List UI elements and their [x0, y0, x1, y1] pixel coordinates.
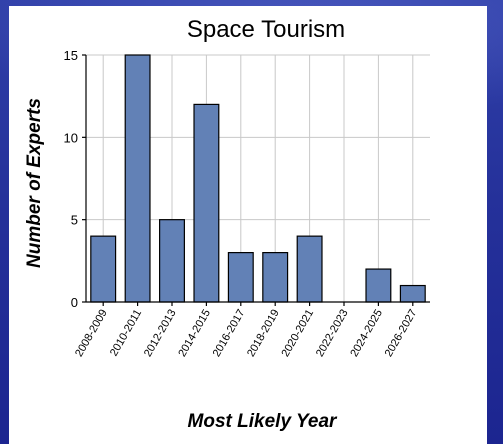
x-tick-label: 2024-2025	[348, 308, 385, 360]
x-tick-label: 2018-2019	[245, 308, 282, 360]
bar-2018-2019	[262, 252, 289, 303]
x-axis-label: Most Likely Year	[188, 411, 339, 432]
bar-2014-2015	[193, 103, 220, 303]
y-axis-label: Number of Experts	[24, 98, 45, 268]
bar-2016-2017	[227, 252, 254, 303]
x-tick-label: 2020-2021	[280, 308, 317, 360]
x-tick-label: 2008-2009	[73, 308, 110, 360]
chart-title: Space Tourism	[187, 16, 345, 43]
chart-panel	[9, 6, 487, 444]
bar-2008-2009	[90, 235, 117, 303]
bar-2020-2021	[296, 235, 323, 303]
y-tick-label: 15	[64, 48, 78, 63]
x-tick-label: 2016-2017	[211, 308, 248, 360]
y-tick-label: 10	[64, 130, 78, 145]
y-tick-label: 0	[71, 295, 78, 310]
bar-2026-2027	[399, 284, 426, 303]
x-tick-label: 2022-2023	[314, 308, 351, 360]
bar-2010-2011	[124, 54, 151, 303]
x-tick-label: 2014-2015	[176, 308, 213, 360]
bar-2012-2013	[159, 219, 185, 303]
y-tick-label: 5	[71, 213, 78, 228]
x-tick-label: 2012-2013	[142, 308, 179, 360]
x-tick-label: 2010-2011	[108, 308, 144, 359]
bar-2024-2025	[365, 268, 392, 303]
x-tick-label: 2026-2027	[383, 308, 420, 360]
